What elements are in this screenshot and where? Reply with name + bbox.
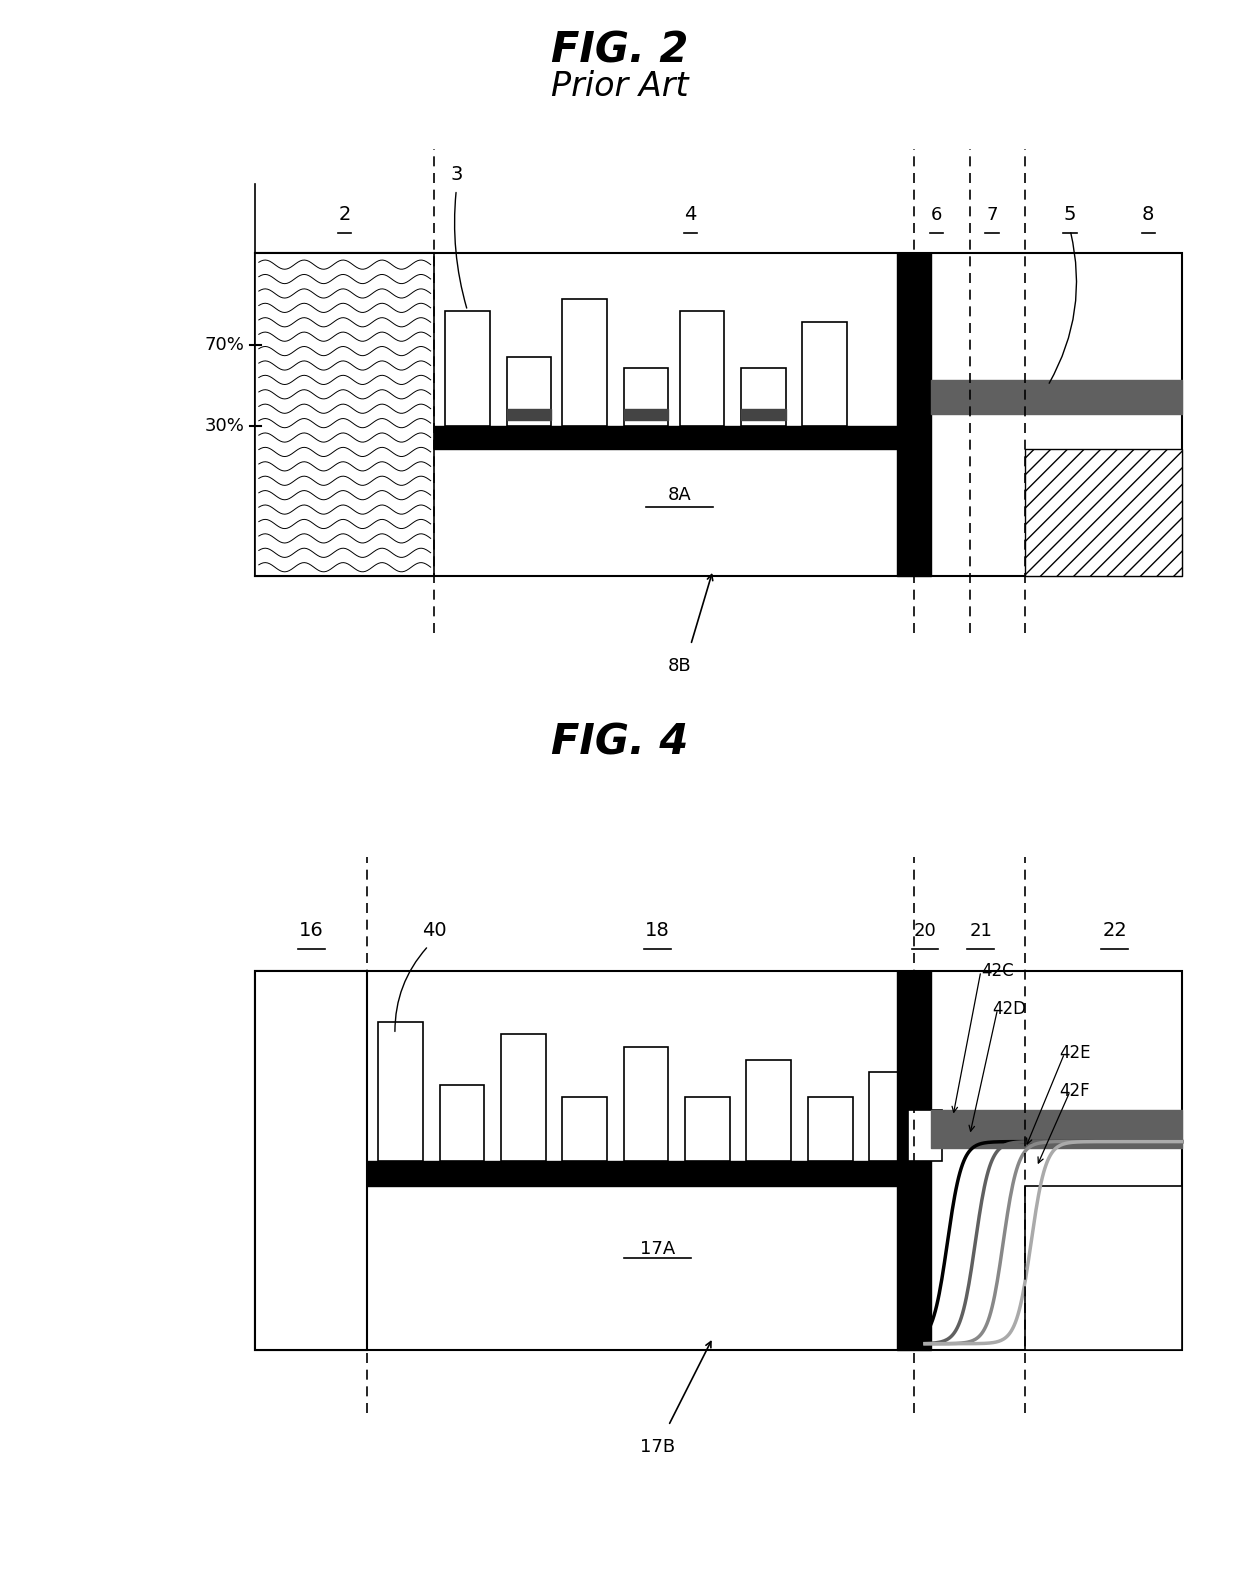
Text: 4: 4 [684, 205, 697, 224]
Bar [869, 1072, 908, 1161]
Text: FIG. 2: FIG. 2 [552, 30, 688, 71]
Bar [255, 253, 1182, 576]
Bar [507, 357, 552, 426]
Bar [378, 1022, 423, 1161]
Bar [808, 1097, 853, 1161]
Bar [742, 368, 786, 426]
Bar [1025, 1186, 1182, 1350]
Text: 2: 2 [339, 205, 351, 224]
Text: 6: 6 [930, 207, 942, 224]
Bar [1025, 448, 1182, 576]
Bar [439, 1085, 484, 1161]
Text: 3: 3 [450, 164, 463, 183]
Text: 16: 16 [299, 921, 324, 940]
Text: 5: 5 [1064, 205, 1076, 224]
Bar [802, 322, 847, 426]
Text: FIG. 4: FIG. 4 [552, 722, 688, 763]
Text: 22: 22 [1102, 921, 1127, 940]
Bar [255, 971, 367, 1350]
Text: 30%: 30% [205, 417, 244, 434]
Bar [908, 1110, 942, 1161]
Text: 21: 21 [970, 922, 992, 940]
Text: 8B: 8B [667, 657, 692, 674]
Bar [684, 1097, 729, 1161]
Text: 8A: 8A [667, 486, 692, 504]
Text: 7: 7 [986, 207, 998, 224]
Bar [746, 1060, 791, 1161]
Text: 18: 18 [645, 921, 670, 940]
Text: 40: 40 [422, 921, 446, 940]
Text: 17B: 17B [640, 1438, 675, 1456]
Text: 42E: 42E [1059, 1044, 1090, 1063]
Text: 42F: 42F [1059, 1082, 1090, 1101]
Text: 42D: 42D [992, 1000, 1025, 1018]
Bar [255, 971, 1182, 1350]
Text: 8: 8 [1142, 205, 1154, 224]
Text: 70%: 70% [205, 336, 244, 354]
Text: 42C: 42C [981, 962, 1013, 981]
Bar [680, 311, 724, 426]
Text: 17A: 17A [640, 1240, 675, 1258]
Bar [624, 368, 668, 426]
Bar [501, 1034, 546, 1161]
Bar [255, 253, 434, 576]
Bar [445, 311, 490, 426]
Bar [624, 1047, 668, 1161]
Text: 20: 20 [914, 922, 936, 940]
Bar [563, 300, 608, 426]
Text: Prior Art: Prior Art [552, 71, 688, 103]
Bar [563, 1097, 608, 1161]
